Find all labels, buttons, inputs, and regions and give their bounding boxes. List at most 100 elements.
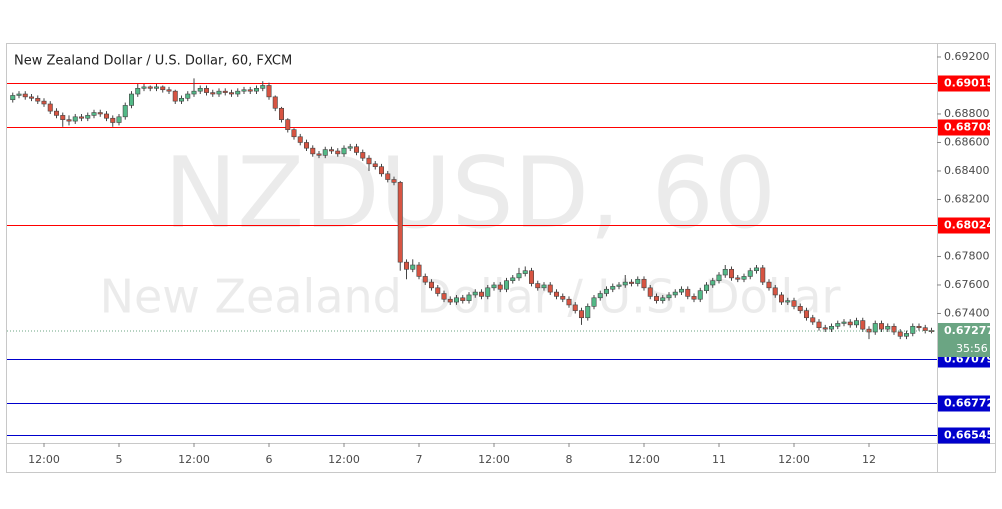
candle-body bbox=[778, 294, 784, 303]
candle-body bbox=[291, 129, 297, 138]
candle-body bbox=[735, 277, 741, 280]
candle-body bbox=[85, 115, 91, 119]
candle-body bbox=[466, 294, 472, 301]
candle-body bbox=[191, 90, 197, 95]
candle-body bbox=[528, 270, 534, 284]
candle-body bbox=[810, 317, 816, 323]
level-label: 0.68708 bbox=[944, 121, 994, 134]
candle-body bbox=[303, 142, 309, 149]
candle-body bbox=[166, 89, 172, 92]
x-tick-label: 12:00 bbox=[628, 453, 660, 466]
candle-body bbox=[41, 100, 47, 105]
level-label: 0.66545 bbox=[944, 429, 994, 442]
candle-body bbox=[647, 287, 653, 297]
candle-body bbox=[791, 300, 797, 307]
y-tick-label: 0.68600 bbox=[944, 135, 990, 148]
x-tick-label: 5 bbox=[116, 453, 123, 466]
y-tick-label: 0.67600 bbox=[944, 278, 990, 291]
candle-body bbox=[841, 321, 847, 324]
candle-body bbox=[241, 89, 247, 92]
last-price-label: 0.67277 bbox=[944, 324, 994, 337]
x-tick-label: 6 bbox=[266, 453, 273, 466]
candle-body bbox=[628, 281, 634, 284]
candle-body bbox=[903, 333, 909, 337]
y-tick-label: 0.67800 bbox=[944, 249, 990, 262]
candle-body bbox=[691, 296, 697, 300]
candle-body bbox=[35, 97, 41, 102]
candle-body bbox=[447, 298, 453, 303]
x-tick-label: 12:00 bbox=[328, 453, 360, 466]
candle-body bbox=[578, 310, 584, 319]
x-tick-label: 12:00 bbox=[28, 453, 60, 466]
candle-body bbox=[160, 86, 166, 91]
candle-body bbox=[216, 90, 222, 95]
candle-body bbox=[28, 96, 34, 99]
y-tick-label: 0.68400 bbox=[944, 164, 990, 177]
candle-body bbox=[229, 92, 235, 95]
candle-body bbox=[185, 93, 191, 99]
chart-frame bbox=[6, 43, 996, 473]
x-tick-label: 12:00 bbox=[778, 453, 810, 466]
x-tick-label: 7 bbox=[416, 453, 423, 466]
candle-body bbox=[322, 149, 328, 156]
candle-body bbox=[803, 310, 809, 319]
candle-body bbox=[547, 284, 553, 293]
countdown-label: 35:56 bbox=[956, 342, 988, 355]
y-tick-label: 0.67400 bbox=[944, 306, 990, 319]
candle-body bbox=[297, 136, 303, 143]
candle-body bbox=[553, 291, 559, 297]
candle-body bbox=[416, 264, 422, 277]
candle-body bbox=[47, 103, 53, 112]
candle-body bbox=[135, 88, 141, 95]
candle-body bbox=[60, 115, 66, 120]
candle-body bbox=[222, 90, 228, 93]
candle-body bbox=[91, 112, 97, 116]
candle-body bbox=[441, 293, 447, 300]
candle-body bbox=[616, 284, 622, 287]
candle-body bbox=[278, 107, 284, 120]
candle-body bbox=[922, 327, 928, 331]
candle-body bbox=[122, 105, 128, 118]
candle-body bbox=[316, 153, 322, 156]
candle-body bbox=[254, 88, 260, 92]
candle-body bbox=[747, 270, 753, 277]
candle-body bbox=[853, 320, 859, 326]
candle-body bbox=[422, 276, 428, 283]
candle-body bbox=[129, 93, 135, 106]
candle-body bbox=[685, 288, 691, 297]
y-tick-label: 0.69200 bbox=[944, 50, 990, 63]
candle-body bbox=[585, 306, 591, 319]
watermark: NZDUSD, 60 bbox=[164, 137, 776, 251]
candle-body bbox=[366, 157, 372, 165]
candle-body bbox=[22, 93, 28, 98]
candle-body bbox=[397, 182, 403, 263]
candle-body bbox=[310, 147, 316, 155]
level-label-bg bbox=[938, 427, 990, 444]
candle-body bbox=[510, 277, 516, 281]
candle-body bbox=[385, 173, 391, 180]
candle-body bbox=[347, 146, 353, 149]
candle-body bbox=[822, 327, 828, 330]
candle-body bbox=[678, 288, 684, 293]
candle-body bbox=[610, 286, 616, 290]
candle-body bbox=[503, 280, 509, 290]
y-tick-label: 0.68800 bbox=[944, 107, 990, 120]
candle-body bbox=[204, 88, 210, 93]
candle-body bbox=[710, 280, 716, 286]
candle-body bbox=[66, 119, 72, 122]
level-label: 0.69015 bbox=[944, 77, 994, 90]
candle-body bbox=[403, 261, 409, 270]
candle-body bbox=[172, 90, 178, 102]
x-tick-label: 12 bbox=[862, 453, 876, 466]
candle-body bbox=[154, 86, 160, 89]
candle-body bbox=[341, 147, 347, 155]
candle-body bbox=[741, 276, 747, 280]
x-tick-label: 12:00 bbox=[178, 453, 210, 466]
level-label-bg bbox=[938, 119, 990, 136]
candle-body bbox=[660, 297, 666, 301]
candle-body bbox=[235, 90, 241, 95]
candle-body bbox=[16, 93, 22, 96]
candle-body bbox=[147, 86, 153, 89]
candle-body bbox=[635, 278, 641, 284]
candle-body bbox=[722, 268, 728, 276]
